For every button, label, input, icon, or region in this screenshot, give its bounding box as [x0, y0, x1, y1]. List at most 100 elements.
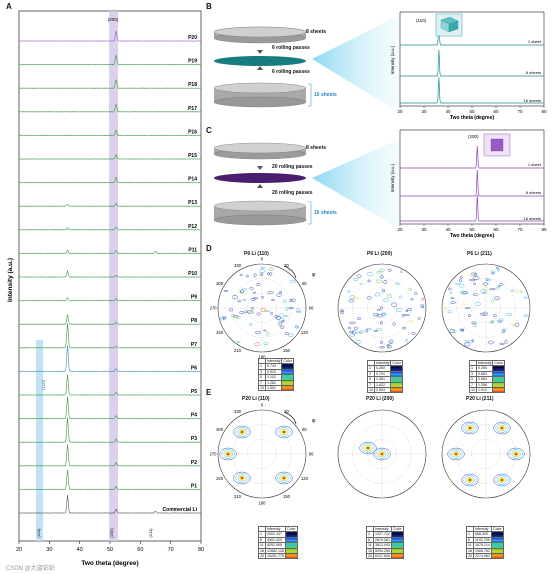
pole-contour: [501, 328, 507, 331]
phi-arrow: [283, 265, 297, 279]
pole-contour: [406, 308, 412, 311]
table-row: 10 2.503: [367, 386, 403, 394]
color-swatch: [281, 384, 294, 392]
pole-contour: [401, 314, 405, 317]
pole-contour: [390, 302, 397, 307]
pole-contour: [270, 311, 273, 315]
table-header: Intensity: [475, 359, 494, 367]
pole-d-table-2: Intensity Color 1 0.260 3 0.701 5 1.361 7 1.822 10…: [367, 359, 403, 394]
pole-contour: [395, 308, 402, 312]
trace-label: P18: [188, 82, 197, 88]
pole-contour: [383, 298, 389, 302]
table-cell: 10: [469, 386, 477, 394]
schematic-c-top-arrow: 20 rolling passes: [272, 164, 313, 170]
pole-contour: [263, 329, 267, 332]
pole-contour: [249, 323, 253, 327]
trace-label: P4: [191, 413, 197, 419]
trace-label: P1: [191, 483, 197, 489]
pole-contour: [491, 272, 495, 275]
pole-e-table-3: Intensity Color 1 668.300 6 1192.795 11 1675.21…: [466, 525, 504, 560]
pole-contour: [222, 316, 227, 319]
pole-contour: [221, 449, 235, 459]
pole-contour: [379, 275, 384, 279]
table-cell: 1675.214: [473, 542, 492, 549]
pole-contour: [279, 474, 289, 482]
pole-contour: [377, 450, 387, 458]
inset-x-tick-label: 50: [469, 109, 475, 114]
pole-contour: [492, 314, 497, 317]
table-row: 11 8252.505: [258, 542, 298, 549]
pole-contour: [469, 274, 476, 277]
table-cell: 20: [366, 552, 374, 560]
pole-contour: [256, 283, 261, 287]
pole-contour: [511, 323, 516, 327]
phi-arrow: [283, 411, 297, 425]
table-cell: 8252.505: [265, 542, 286, 549]
trace-label: P6: [191, 365, 197, 371]
pole-contour: [281, 320, 285, 323]
phi-symbol: φ: [312, 272, 316, 278]
pole-contour: [379, 306, 383, 310]
panel-label-b: B: [206, 2, 212, 11]
pole-contour: [379, 321, 383, 325]
table-cell: 1.361: [373, 376, 392, 383]
pole-contour: [290, 280, 296, 283]
pole-contour: [450, 301, 456, 304]
x-tick-label: 20: [16, 547, 22, 553]
arrow-up-c: [257, 184, 263, 194]
inset-x-tick-label: 30: [421, 227, 427, 232]
pole-contour: [354, 326, 358, 330]
pole-contour: [460, 290, 464, 295]
pole-contour: [242, 288, 248, 291]
pole-contour: [253, 273, 257, 278]
pole-contour: [408, 288, 412, 291]
pole-contour: [399, 270, 403, 274]
pole-contour: [251, 298, 256, 301]
table-cell: 0.923: [264, 368, 283, 376]
inset-x-tick-label: 60: [493, 109, 499, 114]
pole-contour: [483, 287, 489, 291]
table-row: 16 5294.255: [366, 547, 404, 555]
schematic-b-bottom-stack: 16 sheets: [314, 92, 337, 98]
trace-label: P11: [188, 247, 197, 253]
pole-contour: [226, 453, 230, 456]
highlight-110: [36, 340, 43, 541]
pole-contour: [461, 290, 467, 295]
trace-label: P16: [188, 129, 197, 135]
panel-a-ylabel: Intensity (a.u.): [7, 258, 14, 302]
angle-label: 180: [259, 501, 267, 506]
pole-contour: [356, 274, 362, 278]
pole-contour: [269, 272, 273, 276]
x-tick-label: 80: [198, 547, 204, 553]
inset-b-trace-label-3: 16 sheets: [524, 98, 541, 103]
color-swatch: [492, 386, 505, 394]
pole-contour: [409, 320, 414, 323]
inset-trace: [400, 76, 544, 104]
pole-contour: [462, 303, 465, 306]
pole-contour: [349, 333, 356, 337]
pole-contour: [418, 317, 421, 320]
table-cell: 2619.061: [373, 536, 392, 544]
pole-contour: [284, 332, 290, 335]
table-row: 10 1.551: [258, 384, 294, 392]
pole-contour: [233, 471, 251, 485]
pole-contour: [279, 313, 285, 318]
angle-label: 90: [309, 306, 314, 311]
xrd-trace-p11: [18, 249, 202, 255]
table-cell: 1.102: [264, 374, 283, 381]
panel-label-e: E: [206, 388, 212, 397]
pole-contour: [356, 317, 362, 320]
inset-x-tick-label: 40: [445, 227, 451, 232]
trace-label: P20: [188, 35, 197, 41]
pole-contour: [237, 474, 247, 482]
pole-contour: [383, 280, 388, 284]
pole-contour: [240, 289, 245, 294]
pole-contour: [463, 342, 471, 347]
pole-contour: [260, 308, 267, 312]
pole-contour: [223, 450, 233, 458]
inset-trace: [400, 22, 544, 46]
pole-contour: [347, 326, 351, 330]
pole-contour: [495, 423, 509, 433]
trace-label: P19: [188, 59, 197, 65]
pole-contour: [487, 340, 494, 345]
